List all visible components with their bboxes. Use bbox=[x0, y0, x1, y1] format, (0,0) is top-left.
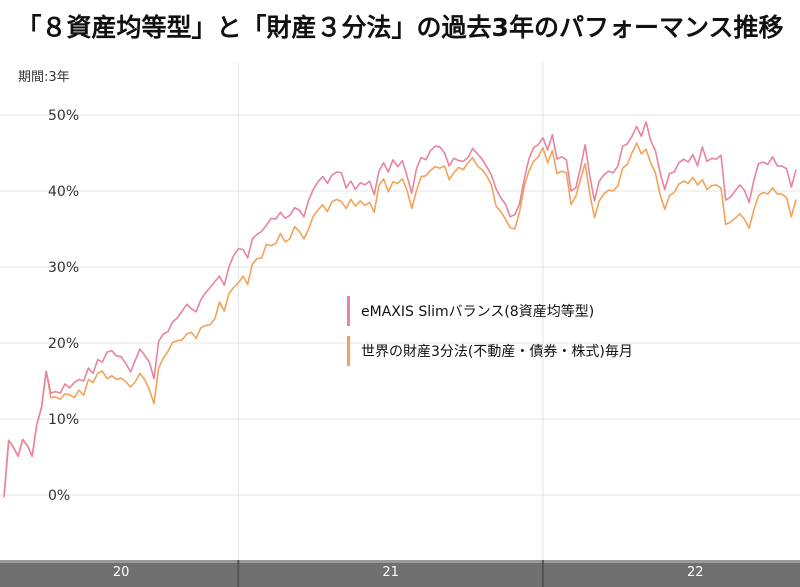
legend-swatch bbox=[347, 336, 350, 366]
x-tick-label: 22 bbox=[687, 565, 704, 580]
x-tick-label: 20 bbox=[113, 565, 130, 580]
y-tick-label: 20% bbox=[48, 336, 79, 352]
y-tick-label: 10% bbox=[48, 412, 79, 428]
series-line bbox=[3, 142, 797, 498]
y-tick-label: 40% bbox=[48, 184, 79, 200]
x-axis-band bbox=[0, 560, 800, 587]
period-label: 期間:3年 bbox=[18, 70, 70, 85]
x-axis-band-edge bbox=[0, 560, 800, 563]
y-tick-label: 0% bbox=[48, 488, 70, 504]
legend-label: eMAXIS Slimバランス(8資産均等型) bbox=[361, 303, 594, 320]
legend-label: 世界の財産3分法(不動産・債券・株式)毎月 bbox=[361, 344, 633, 360]
y-tick-label: 30% bbox=[48, 260, 79, 276]
series-line bbox=[3, 121, 797, 498]
x-tick-label: 21 bbox=[382, 565, 399, 580]
chart-title: 「８資産均等型」と「財産３分法」の過去3年のパフォーマンス推移 bbox=[16, 13, 784, 42]
plot-area bbox=[0, 62, 800, 560]
y-tick-label: 50% bbox=[48, 108, 79, 124]
legend-swatch bbox=[347, 296, 350, 326]
